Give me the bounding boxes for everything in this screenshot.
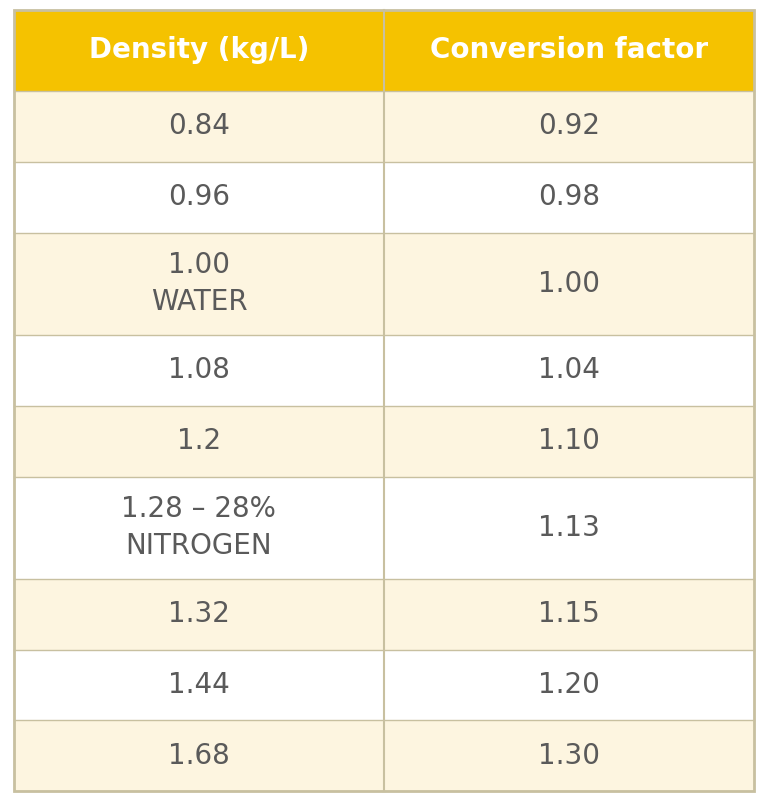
Bar [384, 162, 754, 233]
Text: 0.98: 0.98 [538, 183, 600, 211]
Text: 1.13: 1.13 [538, 513, 600, 541]
Text: 1.44: 1.44 [168, 671, 230, 699]
Bar [384, 650, 754, 720]
Text: 0.84: 0.84 [168, 112, 230, 140]
Bar [14, 477, 384, 578]
Text: 1.28 – 28%
NITROGEN: 1.28 – 28% NITROGEN [121, 495, 276, 560]
Bar [384, 91, 754, 162]
Bar [14, 650, 384, 720]
Bar [384, 10, 754, 91]
Bar [14, 91, 384, 162]
Text: Conversion factor: Conversion factor [430, 36, 708, 64]
Text: 1.68: 1.68 [168, 742, 230, 770]
Text: 0.92: 0.92 [538, 112, 600, 140]
Text: 1.08: 1.08 [168, 356, 230, 384]
Bar [14, 405, 384, 477]
Text: 1.20: 1.20 [538, 671, 600, 699]
Text: 1.00: 1.00 [538, 270, 600, 298]
Bar [14, 10, 384, 91]
Bar [384, 233, 754, 335]
Bar [384, 720, 754, 791]
Text: 0.96: 0.96 [168, 183, 230, 211]
Bar [384, 405, 754, 477]
Bar [14, 233, 384, 335]
Bar [14, 335, 384, 405]
Text: 1.2: 1.2 [177, 427, 221, 455]
Bar [384, 578, 754, 650]
Text: 1.15: 1.15 [538, 600, 600, 628]
Bar [384, 335, 754, 405]
Text: 1.10: 1.10 [538, 427, 600, 455]
Text: 1.04: 1.04 [538, 356, 600, 384]
Bar [14, 720, 384, 791]
Text: 1.00
WATER: 1.00 WATER [151, 252, 247, 316]
Bar [14, 578, 384, 650]
Bar [14, 162, 384, 233]
Text: Density (kg/L): Density (kg/L) [89, 36, 309, 64]
Text: 1.30: 1.30 [538, 742, 600, 770]
Text: 1.32: 1.32 [168, 600, 230, 628]
Bar [384, 477, 754, 578]
